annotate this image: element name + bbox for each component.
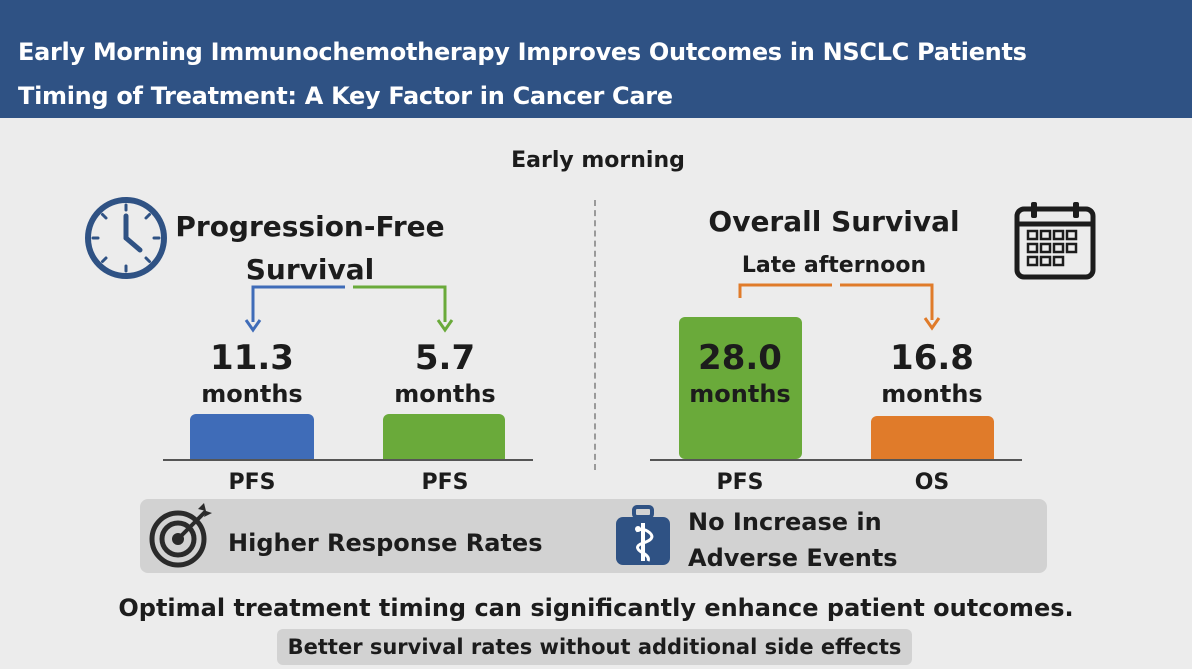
pfs-split-arrows xyxy=(244,285,454,333)
bar-2 xyxy=(383,414,505,459)
header-subtitle: Timing of Treatment: A Key Factor in Can… xyxy=(18,82,673,110)
calendar-icon xyxy=(1014,202,1096,280)
conclusion-text: Optimal treatment timing can significant… xyxy=(118,594,1074,622)
feature-adverse-events: No Increase in Adverse Events xyxy=(688,504,898,576)
header-banner: Early Morning Immunochemotherapy Improve… xyxy=(0,0,1192,118)
bar-unit-2: months xyxy=(394,380,496,408)
bar-label-1: 11.3 months xyxy=(177,337,327,409)
bar-3 xyxy=(679,317,802,459)
bar-value-2: 5.7 xyxy=(414,338,476,378)
bar-category-3: PFS xyxy=(716,470,764,495)
timing-subtitle: Early morning xyxy=(511,148,685,173)
header-title: Early Morning Immunochemotherapy Improve… xyxy=(18,38,1027,66)
right-baseline xyxy=(650,459,1022,461)
panel-divider xyxy=(594,200,596,470)
os-split-arrows xyxy=(738,283,941,331)
target-icon xyxy=(149,503,212,568)
bar-value-1: 11.3 xyxy=(210,338,294,378)
medical-kit-icon xyxy=(616,505,670,565)
clock-icon xyxy=(85,197,167,279)
bar-unit-4: months xyxy=(881,380,983,408)
bar-4 xyxy=(871,416,994,459)
features-panel xyxy=(140,499,1047,573)
bar-value-3: 28.0 xyxy=(698,338,782,378)
feature-adverse-line1: No Increase in xyxy=(688,508,882,536)
bar-category-2: PFS xyxy=(421,470,469,495)
bar-unit-1: months xyxy=(201,380,303,408)
left-baseline xyxy=(163,459,533,461)
bar-label-4: 16.8 months xyxy=(857,337,1007,409)
feature-response-rates: Higher Response Rates xyxy=(228,529,543,557)
bar-1 xyxy=(190,414,314,459)
bar-category-4: OS xyxy=(914,470,950,495)
pfs-title-line1: Progression-Free xyxy=(175,210,445,243)
pfs-title: Progression-Free Survival xyxy=(170,205,450,291)
late-afternoon-label: Late afternoon xyxy=(741,253,927,278)
bar-unit-3: months xyxy=(689,380,791,408)
bar-category-1: PFS xyxy=(228,470,276,495)
feature-adverse-line2: Adverse Events xyxy=(688,544,898,572)
conclusion-note: Better survival rates without additional… xyxy=(277,629,912,665)
bar-value-4: 16.8 xyxy=(890,338,974,378)
pfs-title-line2: Survival xyxy=(245,253,375,286)
os-title: Overall Survival xyxy=(708,205,960,238)
bar-label-2: 5.7 months xyxy=(370,337,520,409)
bar-label-3: 28.0 months xyxy=(665,337,815,409)
